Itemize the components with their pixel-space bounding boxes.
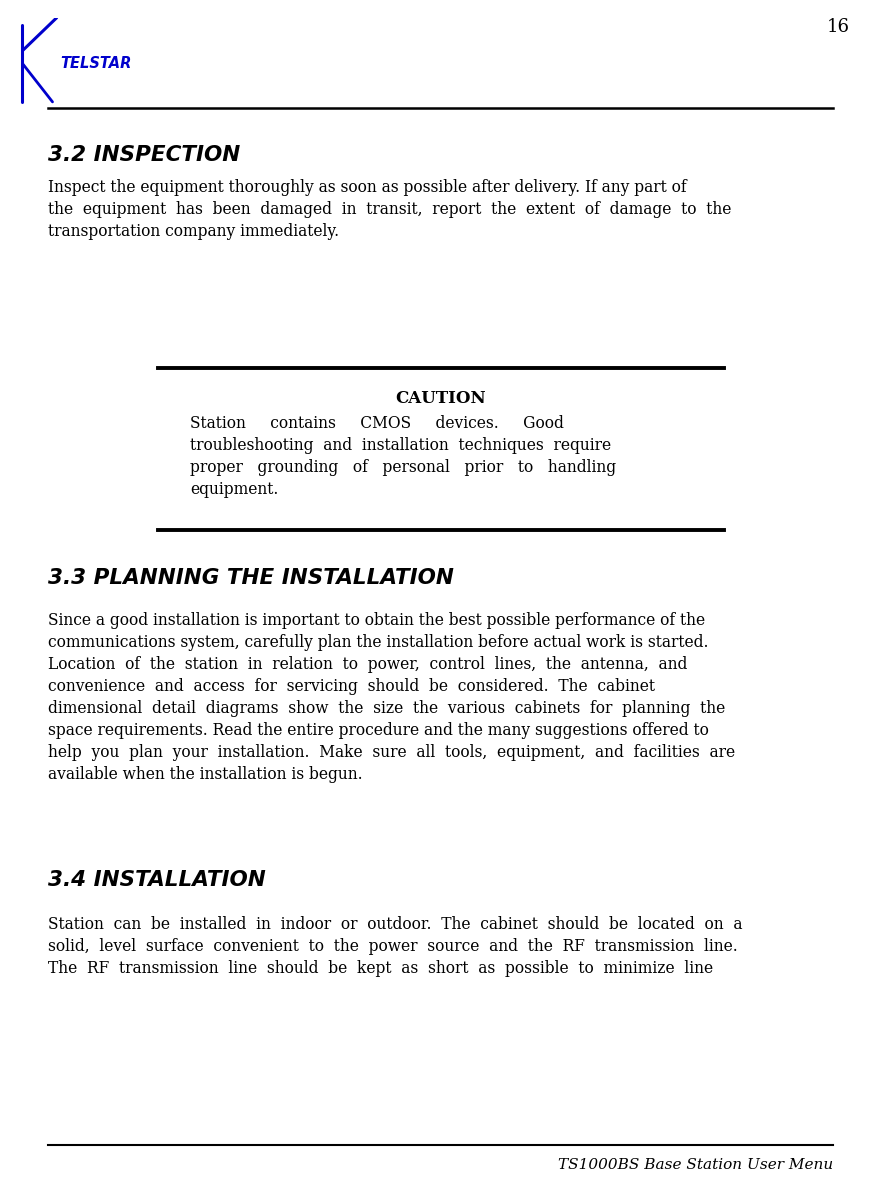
Text: convenience  and  access  for  servicing  should  be  considered.  The  cabinet: convenience and access for servicing sho… <box>48 678 655 696</box>
Text: space requirements. Read the entire procedure and the many suggestions offered t: space requirements. Read the entire proc… <box>48 722 709 740</box>
Text: equipment.: equipment. <box>190 481 278 499</box>
Text: communications system, carefully plan the installation before actual work is sta: communications system, carefully plan th… <box>48 634 708 650</box>
Text: Inspect the equipment thoroughly as soon as possible after delivery. If any part: Inspect the equipment thoroughly as soon… <box>48 179 686 196</box>
Text: troubleshooting  and  installation  techniques  require: troubleshooting and installation techniq… <box>190 437 611 453</box>
Text: Station     contains     CMOS     devices.     Good: Station contains CMOS devices. Good <box>190 415 564 432</box>
Text: the  equipment  has  been  damaged  in  transit,  report  the  extent  of  damag: the equipment has been damaged in transi… <box>48 201 731 218</box>
Text: help  you  plan  your  installation.  Make  sure  all  tools,  equipment,  and  : help you plan your installation. Make su… <box>48 744 735 761</box>
Text: CAUTION: CAUTION <box>396 391 486 407</box>
Text: Location  of  the  station  in  relation  to  power,  control  lines,  the  ante: Location of the station in relation to p… <box>48 656 687 673</box>
Text: transportation company immediately.: transportation company immediately. <box>48 223 339 240</box>
Text: 3.2 INSPECTION: 3.2 INSPECTION <box>48 145 241 165</box>
Text: 3.3 PLANNING THE INSTALLATION: 3.3 PLANNING THE INSTALLATION <box>48 569 454 588</box>
Text: Since a good installation is important to obtain the best possible performance o: Since a good installation is important t… <box>48 612 705 629</box>
Text: 3.4 INSTALLATION: 3.4 INSTALLATION <box>48 870 266 890</box>
Text: solid,  level  surface  convenient  to  the  power  source  and  the  RF  transm: solid, level surface convenient to the p… <box>48 938 737 956</box>
Text: dimensional  detail  diagrams  show  the  size  the  various  cabinets  for  pla: dimensional detail diagrams show the siz… <box>48 700 725 717</box>
Text: Station  can  be  installed  in  indoor  or  outdoor.  The  cabinet  should  be : Station can be installed in indoor or ou… <box>48 916 743 933</box>
Text: The  RF  transmission  line  should  be  kept  as  short  as  possible  to  mini: The RF transmission line should be kept … <box>48 960 713 977</box>
Text: TS1000BS Base Station User Menu: TS1000BS Base Station User Menu <box>558 1159 833 1172</box>
Text: 16: 16 <box>827 18 850 36</box>
Text: proper   grounding   of   personal   prior   to   handling: proper grounding of personal prior to ha… <box>190 459 616 476</box>
Text: available when the installation is begun.: available when the installation is begun… <box>48 766 363 783</box>
Text: TELSTAR: TELSTAR <box>61 56 132 71</box>
